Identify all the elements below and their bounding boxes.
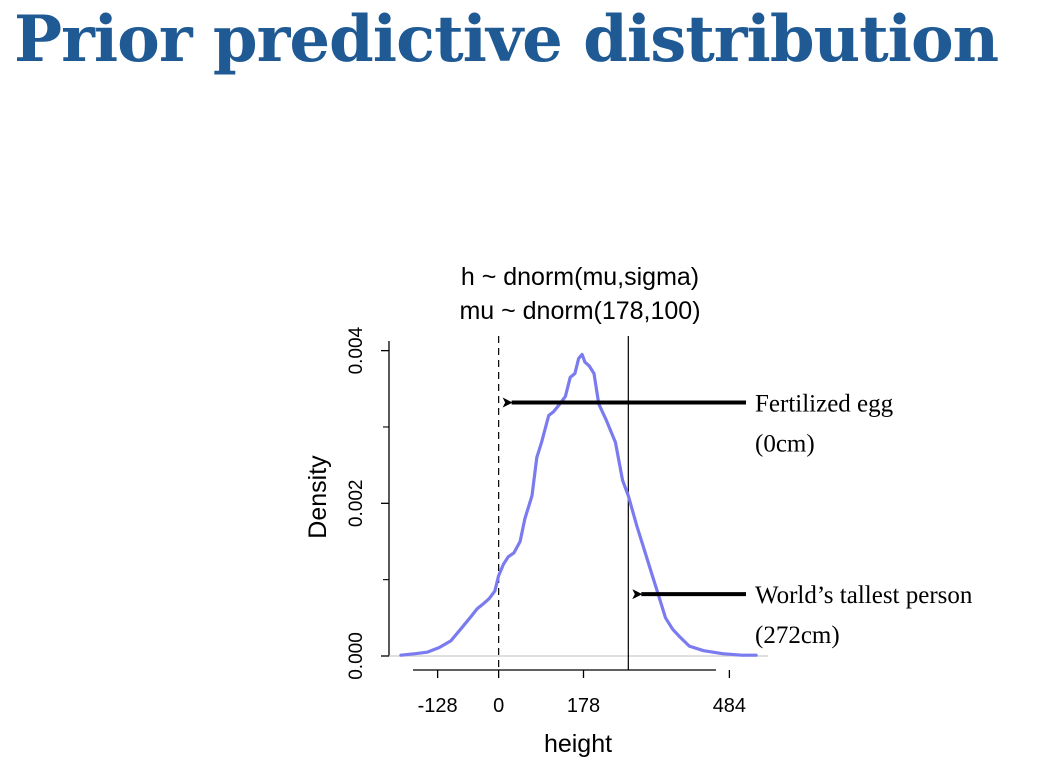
- fertilized-egg-annotation-line-2: (0cm): [755, 431, 815, 458]
- y-tick-label: 0.004: [346, 326, 367, 374]
- fertilized-egg-annotation-line-1: Fertilized egg: [755, 391, 894, 418]
- y-tick-label: 0.002: [346, 480, 367, 528]
- chart-title-line-2: mu ~ dnorm(178,100): [459, 297, 700, 325]
- y-axis-label: Density: [304, 455, 332, 539]
- tallest-person-annotation-line-1: World’s tallest person: [755, 582, 973, 609]
- x-tick-label: 0: [493, 695, 504, 717]
- slide-title: Prior predictive distribution: [14, 2, 999, 77]
- tallest-person-annotation-line-2: (272cm): [755, 622, 840, 649]
- y-tick-label: 0.000: [346, 632, 367, 680]
- x-tick-label: -128: [418, 695, 458, 717]
- chart-title-line-1: h ~ dnorm(mu,sigma): [461, 263, 699, 291]
- x-tick-label: 178: [567, 695, 600, 717]
- x-axis-label: height: [544, 730, 612, 758]
- density-curve: [399, 352, 758, 657]
- x-tick-label: 484: [713, 695, 746, 717]
